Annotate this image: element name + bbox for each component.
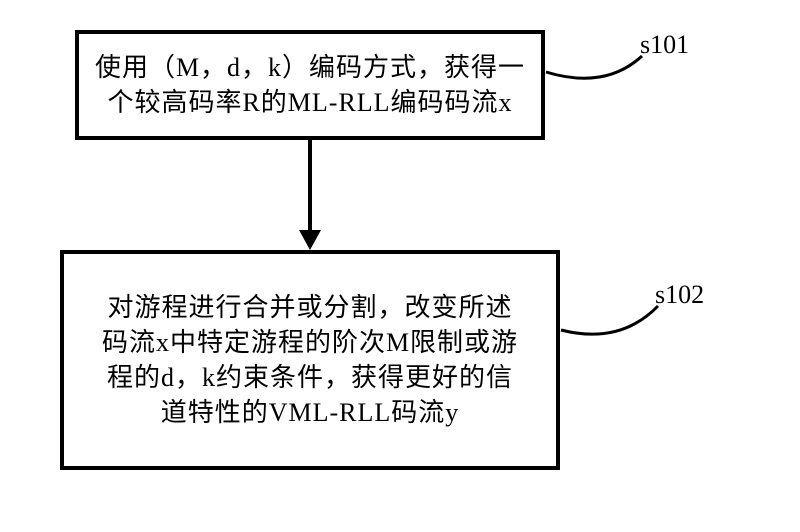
step-label-1: s101 — [640, 30, 689, 60]
flowchart-canvas: 使用（M，d，k）编码方式，获得一 个较高码率R的ML-RLL编码码流x 对游程… — [0, 0, 800, 532]
arrow-down — [299, 140, 321, 250]
label-connector-1 — [546, 56, 642, 78]
step-box-1-text: 使用（M，d，k）编码方式，获得一 个较高码率R的ML-RLL编码码流x — [95, 50, 525, 120]
label-connector-2 — [561, 306, 658, 334]
step-box-1: 使用（M，d，k）编码方式，获得一 个较高码率R的ML-RLL编码码流x — [75, 30, 545, 140]
step-box-2: 对游程进行合并或分割，改变所述 码流x中特定游程的阶次M限制或游 程的d，k约束… — [60, 250, 560, 470]
step-box-2-text: 对游程进行合并或分割，改变所述 码流x中特定游程的阶次M限制或游 程的d，k约束… — [102, 290, 518, 430]
step-label-2: s102 — [655, 280, 704, 310]
